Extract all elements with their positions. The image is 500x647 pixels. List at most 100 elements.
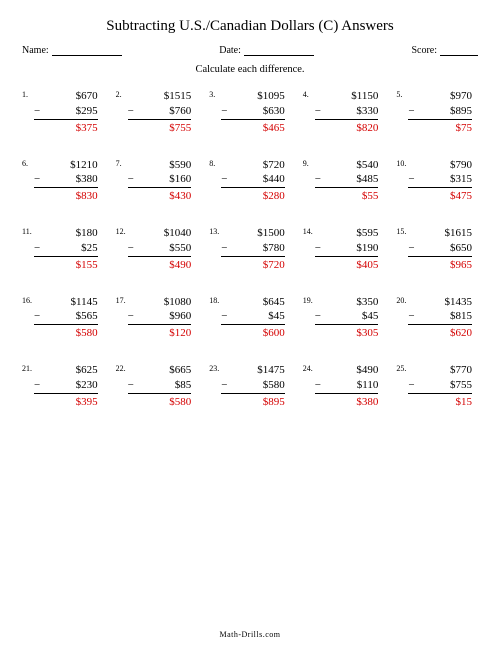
answer: $580 (34, 326, 98, 341)
problem-number: 20. (396, 295, 408, 305)
subtrahend-row: − $110 (315, 378, 379, 394)
score-blank[interactable] (440, 45, 478, 56)
problem-number: 12. (116, 226, 128, 236)
answer: $755 (128, 121, 192, 136)
subtrahend: $330 (356, 105, 378, 117)
minus-sign: − (128, 172, 134, 187)
answer: $15 (408, 395, 472, 410)
problem: 16.$1145− $565$580 (22, 295, 104, 342)
problem-stack: $790− $315$475 (408, 158, 478, 205)
problem: 11.$180− $25$155 (22, 226, 104, 273)
problem-stack: $1080− $960$120 (128, 295, 198, 342)
minuend: $770 (408, 363, 472, 378)
minus-sign: − (34, 104, 40, 119)
problem-number: 13. (209, 226, 221, 236)
problem-stack: $770− $755$15 (408, 363, 478, 410)
minus-sign: − (128, 378, 134, 393)
answer: $620 (408, 326, 472, 341)
subtrahend: $315 (450, 173, 472, 185)
subtrahend: $25 (81, 242, 98, 254)
subtrahend-row: − $45 (315, 309, 379, 325)
minuend: $1475 (221, 363, 285, 378)
problem: 3.$1095− $630$465 (209, 89, 291, 136)
subtrahend-row: − $895 (408, 104, 472, 120)
problem-number: 5. (396, 89, 408, 99)
answer: $75 (408, 121, 472, 136)
subtrahend: $110 (357, 379, 379, 391)
problem-stack: $970− $895$75 (408, 89, 478, 136)
minuend: $625 (34, 363, 98, 378)
date-blank[interactable] (244, 45, 314, 56)
minus-sign: − (315, 241, 321, 256)
problem: 9.$540− $485$55 (303, 158, 385, 205)
subtrahend: $815 (450, 310, 472, 322)
minuend: $1040 (128, 226, 192, 241)
footer-text: Math-Drills.com (22, 630, 478, 639)
minus-sign: − (408, 172, 414, 187)
problem: 13.$1500− $780$720 (209, 226, 291, 273)
answer: $120 (128, 326, 192, 341)
problem: 7.$590− $160$430 (116, 158, 198, 205)
problem-stack: $1500− $780$720 (221, 226, 291, 273)
subtrahend-row: − $295 (34, 104, 98, 120)
problem-number: 11. (22, 226, 34, 236)
subtrahend-row: − $440 (221, 172, 285, 188)
problem-stack: $180− $25$155 (34, 226, 104, 273)
subtrahend: $295 (76, 105, 98, 117)
problem-stack: $490− $110$380 (315, 363, 385, 410)
subtrahend-row: − $160 (128, 172, 192, 188)
date-label: Date: (219, 45, 241, 56)
subtrahend: $565 (76, 310, 98, 322)
answer: $375 (34, 121, 98, 136)
answer: $720 (221, 258, 285, 273)
subtrahend: $45 (268, 310, 285, 322)
minuend: $350 (315, 295, 379, 310)
minuend: $540 (315, 158, 379, 173)
minus-sign: − (408, 241, 414, 256)
subtrahend: $650 (450, 242, 472, 254)
answer: $305 (315, 326, 379, 341)
problem: 21.$625− $230$395 (22, 363, 104, 410)
minuend: $180 (34, 226, 98, 241)
minus-sign: − (315, 309, 321, 324)
minuend: $645 (221, 295, 285, 310)
problem-number: 14. (303, 226, 315, 236)
worksheet-page: Subtracting U.S./Canadian Dollars (C) An… (0, 0, 500, 647)
minuend: $1435 (408, 295, 472, 310)
problem-number: 23. (209, 363, 221, 373)
problem-stack: $1040− $550 $490 (128, 226, 198, 273)
name-blank[interactable] (52, 45, 122, 56)
problem-number: 6. (22, 158, 34, 168)
answer: $380 (315, 395, 379, 410)
minus-sign: − (128, 104, 134, 119)
minuend: $970 (408, 89, 472, 104)
answer: $490 (128, 258, 192, 273)
answer: $600 (221, 326, 285, 341)
minus-sign: − (221, 172, 227, 187)
minuend: $595 (315, 226, 379, 241)
problem-stack: $720− $440$280 (221, 158, 291, 205)
page-title: Subtracting U.S./Canadian Dollars (C) An… (22, 18, 478, 35)
problem-number: 7. (116, 158, 128, 168)
problem-stack: $665− $85$580 (128, 363, 198, 410)
problem-number: 8. (209, 158, 221, 168)
subtrahend: $630 (263, 105, 285, 117)
problem: 4.$1150− $330$820 (303, 89, 385, 136)
problem-stack: $1615− $650$965 (408, 226, 478, 273)
subtrahend-row: − $650 (408, 241, 472, 257)
minuend: $1150 (315, 89, 379, 104)
problem-number: 3. (209, 89, 221, 99)
minus-sign: − (34, 172, 40, 187)
subtrahend: $550 (169, 242, 191, 254)
subtrahend: $440 (263, 173, 285, 185)
minus-sign: − (315, 104, 321, 119)
problem-stack: $1095− $630$465 (221, 89, 291, 136)
problem-stack: $670− $295$375 (34, 89, 104, 136)
problem: 22.$665− $85$580 (116, 363, 198, 410)
answer: $280 (221, 189, 285, 204)
problem-number: 17. (116, 295, 128, 305)
minuend: $1515 (128, 89, 192, 104)
problem: 20.$1435− $815$620 (396, 295, 478, 342)
problem-number: 24. (303, 363, 315, 373)
minus-sign: − (128, 241, 134, 256)
